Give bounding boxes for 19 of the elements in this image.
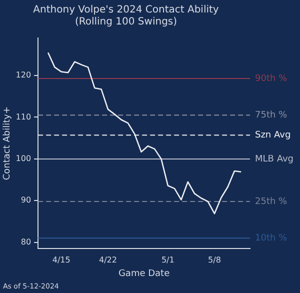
x-tick-label: 5/1 bbox=[161, 255, 174, 264]
x-tick-label: 4/22 bbox=[98, 255, 117, 264]
ref-line-label: 75th % bbox=[255, 110, 288, 120]
y-tick-label: 120 bbox=[16, 70, 32, 80]
x-tick-label: 4/15 bbox=[52, 255, 70, 264]
ref-line-label: 25th % bbox=[255, 196, 288, 207]
y-tick-label: 100 bbox=[16, 154, 32, 164]
ref-line-label: 90th % bbox=[255, 74, 288, 84]
x-axis-title: Game Date bbox=[118, 268, 170, 279]
y-tick-label: 110 bbox=[16, 112, 32, 122]
ref-line-label: 10th % bbox=[255, 234, 288, 244]
y-tick-label: 90 bbox=[20, 196, 32, 205]
ref-line-label: MLB Avg bbox=[255, 154, 294, 164]
chart-subtitle: (Rolling 100 Swings) bbox=[74, 16, 178, 28]
x-tick-label: 5/8 bbox=[208, 255, 221, 264]
y-tick-label: 80 bbox=[20, 237, 32, 246]
chart-title: Anthony Volpe's 2024 Contact Ability bbox=[33, 4, 219, 16]
ref-line-label: Szn Avg bbox=[255, 130, 291, 141]
y-axis-title: Contact Ability+ bbox=[2, 106, 13, 180]
